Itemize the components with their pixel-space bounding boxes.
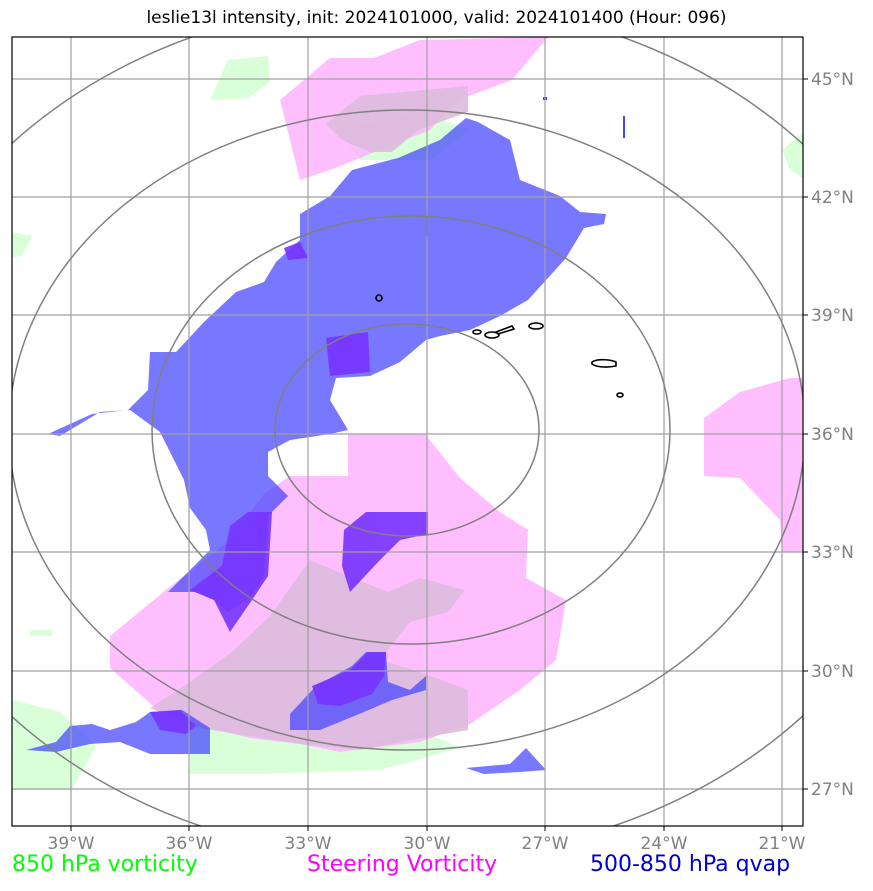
graticule <box>12 37 803 826</box>
lon-label: 27°W <box>522 834 569 854</box>
lat-label: 30°N <box>811 662 854 682</box>
lon-label: 21°W <box>759 834 806 854</box>
lon-label: 36°W <box>166 834 213 854</box>
lat-label: 45°N <box>811 70 854 90</box>
legend-850-vorticity: 850 hPa vorticity <box>12 852 198 877</box>
tick-marks <box>70 78 808 831</box>
lon-label: 24°W <box>641 834 688 854</box>
range-rings <box>12 37 803 826</box>
map-title: leslie13l intensity, init: 2024101000, v… <box>146 8 727 28</box>
latitude-labels: 45°N 42°N 39°N 36°N 33°N 30°N 27°N <box>811 70 854 800</box>
lat-label: 27°N <box>811 780 854 800</box>
legend-qvap: 500-850 hPa qvap <box>590 852 791 877</box>
land-contours <box>375 294 624 398</box>
lat-label: 39°N <box>811 306 854 326</box>
lon-label: 39°W <box>48 834 95 854</box>
lon-label: 30°W <box>404 834 451 854</box>
legend-steering-vorticity: Steering Vorticity <box>307 852 498 877</box>
lat-label: 33°N <box>811 543 854 563</box>
longitude-labels: 39°W 36°W 33°W 30°W 27°W 24°W 21°W <box>48 834 806 854</box>
lon-label: 33°W <box>285 834 332 854</box>
lat-label: 36°N <box>811 425 854 445</box>
lat-label: 42°N <box>811 188 854 208</box>
plot-frame <box>11 36 804 827</box>
overlap-steering-850 <box>150 86 468 750</box>
